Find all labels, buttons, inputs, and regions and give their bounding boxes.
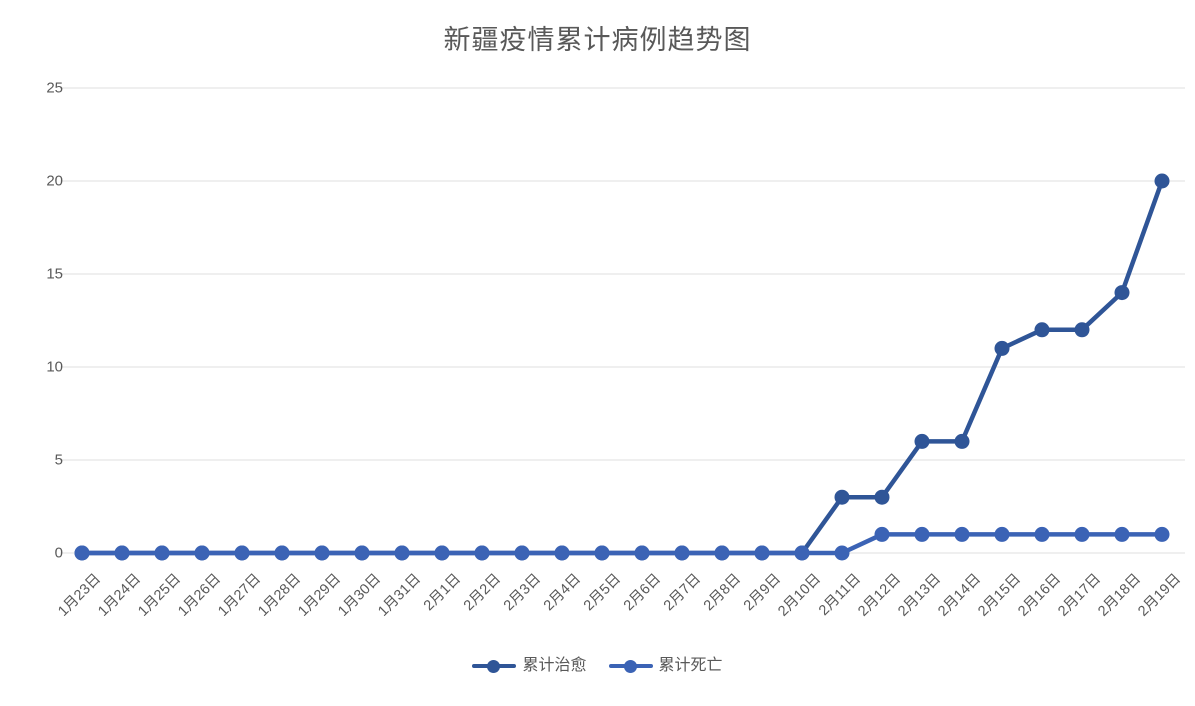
data-point[interactable] — [754, 545, 770, 561]
legend-marker-icon — [608, 659, 653, 673]
legend-label: 累计死亡 — [658, 657, 723, 674]
legend-label: 累计治愈 — [522, 657, 587, 674]
data-point[interactable] — [794, 545, 810, 561]
data-point[interactable] — [1154, 526, 1170, 542]
y-axis-tick-label: 15 — [46, 265, 63, 283]
y-axis-tick-label: 5 — [54, 451, 63, 469]
legend-item[interactable]: 累计治愈 — [472, 657, 587, 674]
data-point[interactable] — [74, 545, 90, 561]
data-point[interactable] — [154, 545, 170, 561]
data-point[interactable] — [914, 433, 930, 449]
data-point[interactable] — [834, 545, 850, 561]
chart-series — [74, 526, 1170, 561]
chart-legend: 累计治愈 累计死亡 — [0, 658, 1195, 674]
legend-marker-icon — [472, 659, 517, 673]
data-point[interactable] — [474, 545, 490, 561]
data-point[interactable] — [1114, 285, 1130, 301]
data-point[interactable] — [394, 545, 410, 561]
series-line — [79, 532, 1165, 556]
data-point[interactable] — [714, 545, 730, 561]
data-point[interactable] — [554, 545, 570, 561]
data-point[interactable] — [1114, 526, 1130, 542]
data-point[interactable] — [634, 545, 650, 561]
y-axis-tick-label: 20 — [46, 172, 63, 190]
data-point[interactable] — [314, 545, 330, 561]
data-point[interactable] — [674, 545, 690, 561]
legend-item[interactable]: 累计死亡 — [608, 657, 723, 674]
data-point[interactable] — [594, 545, 610, 561]
data-point[interactable] — [914, 526, 930, 542]
data-point[interactable] — [354, 545, 370, 561]
data-point[interactable] — [834, 489, 850, 505]
data-point[interactable] — [514, 545, 530, 561]
data-point[interactable] — [1034, 526, 1050, 542]
data-point[interactable] — [434, 545, 450, 561]
data-point[interactable] — [874, 489, 890, 505]
data-point[interactable] — [954, 526, 970, 542]
data-point[interactable] — [994, 526, 1010, 542]
y-axis-tick-label: 0 — [54, 544, 63, 562]
data-point[interactable] — [1034, 322, 1050, 338]
data-point[interactable] — [194, 545, 210, 561]
data-point[interactable] — [994, 340, 1010, 356]
data-point[interactable] — [1074, 526, 1090, 542]
series-layer — [74, 173, 1170, 561]
y-axis-tick-label: 10 — [46, 358, 63, 376]
gridlines — [60, 87, 1185, 554]
chart-title: 新疆疫情累计病例趋势图 — [443, 25, 752, 55]
data-point[interactable] — [874, 526, 890, 542]
data-point[interactable] — [1154, 173, 1170, 189]
data-point[interactable] — [114, 545, 130, 561]
data-point[interactable] — [1074, 322, 1090, 338]
data-point[interactable] — [274, 545, 290, 561]
data-point[interactable] — [954, 433, 970, 449]
y-axis-tick-label: 25 — [46, 79, 63, 97]
data-point[interactable] — [234, 545, 250, 561]
